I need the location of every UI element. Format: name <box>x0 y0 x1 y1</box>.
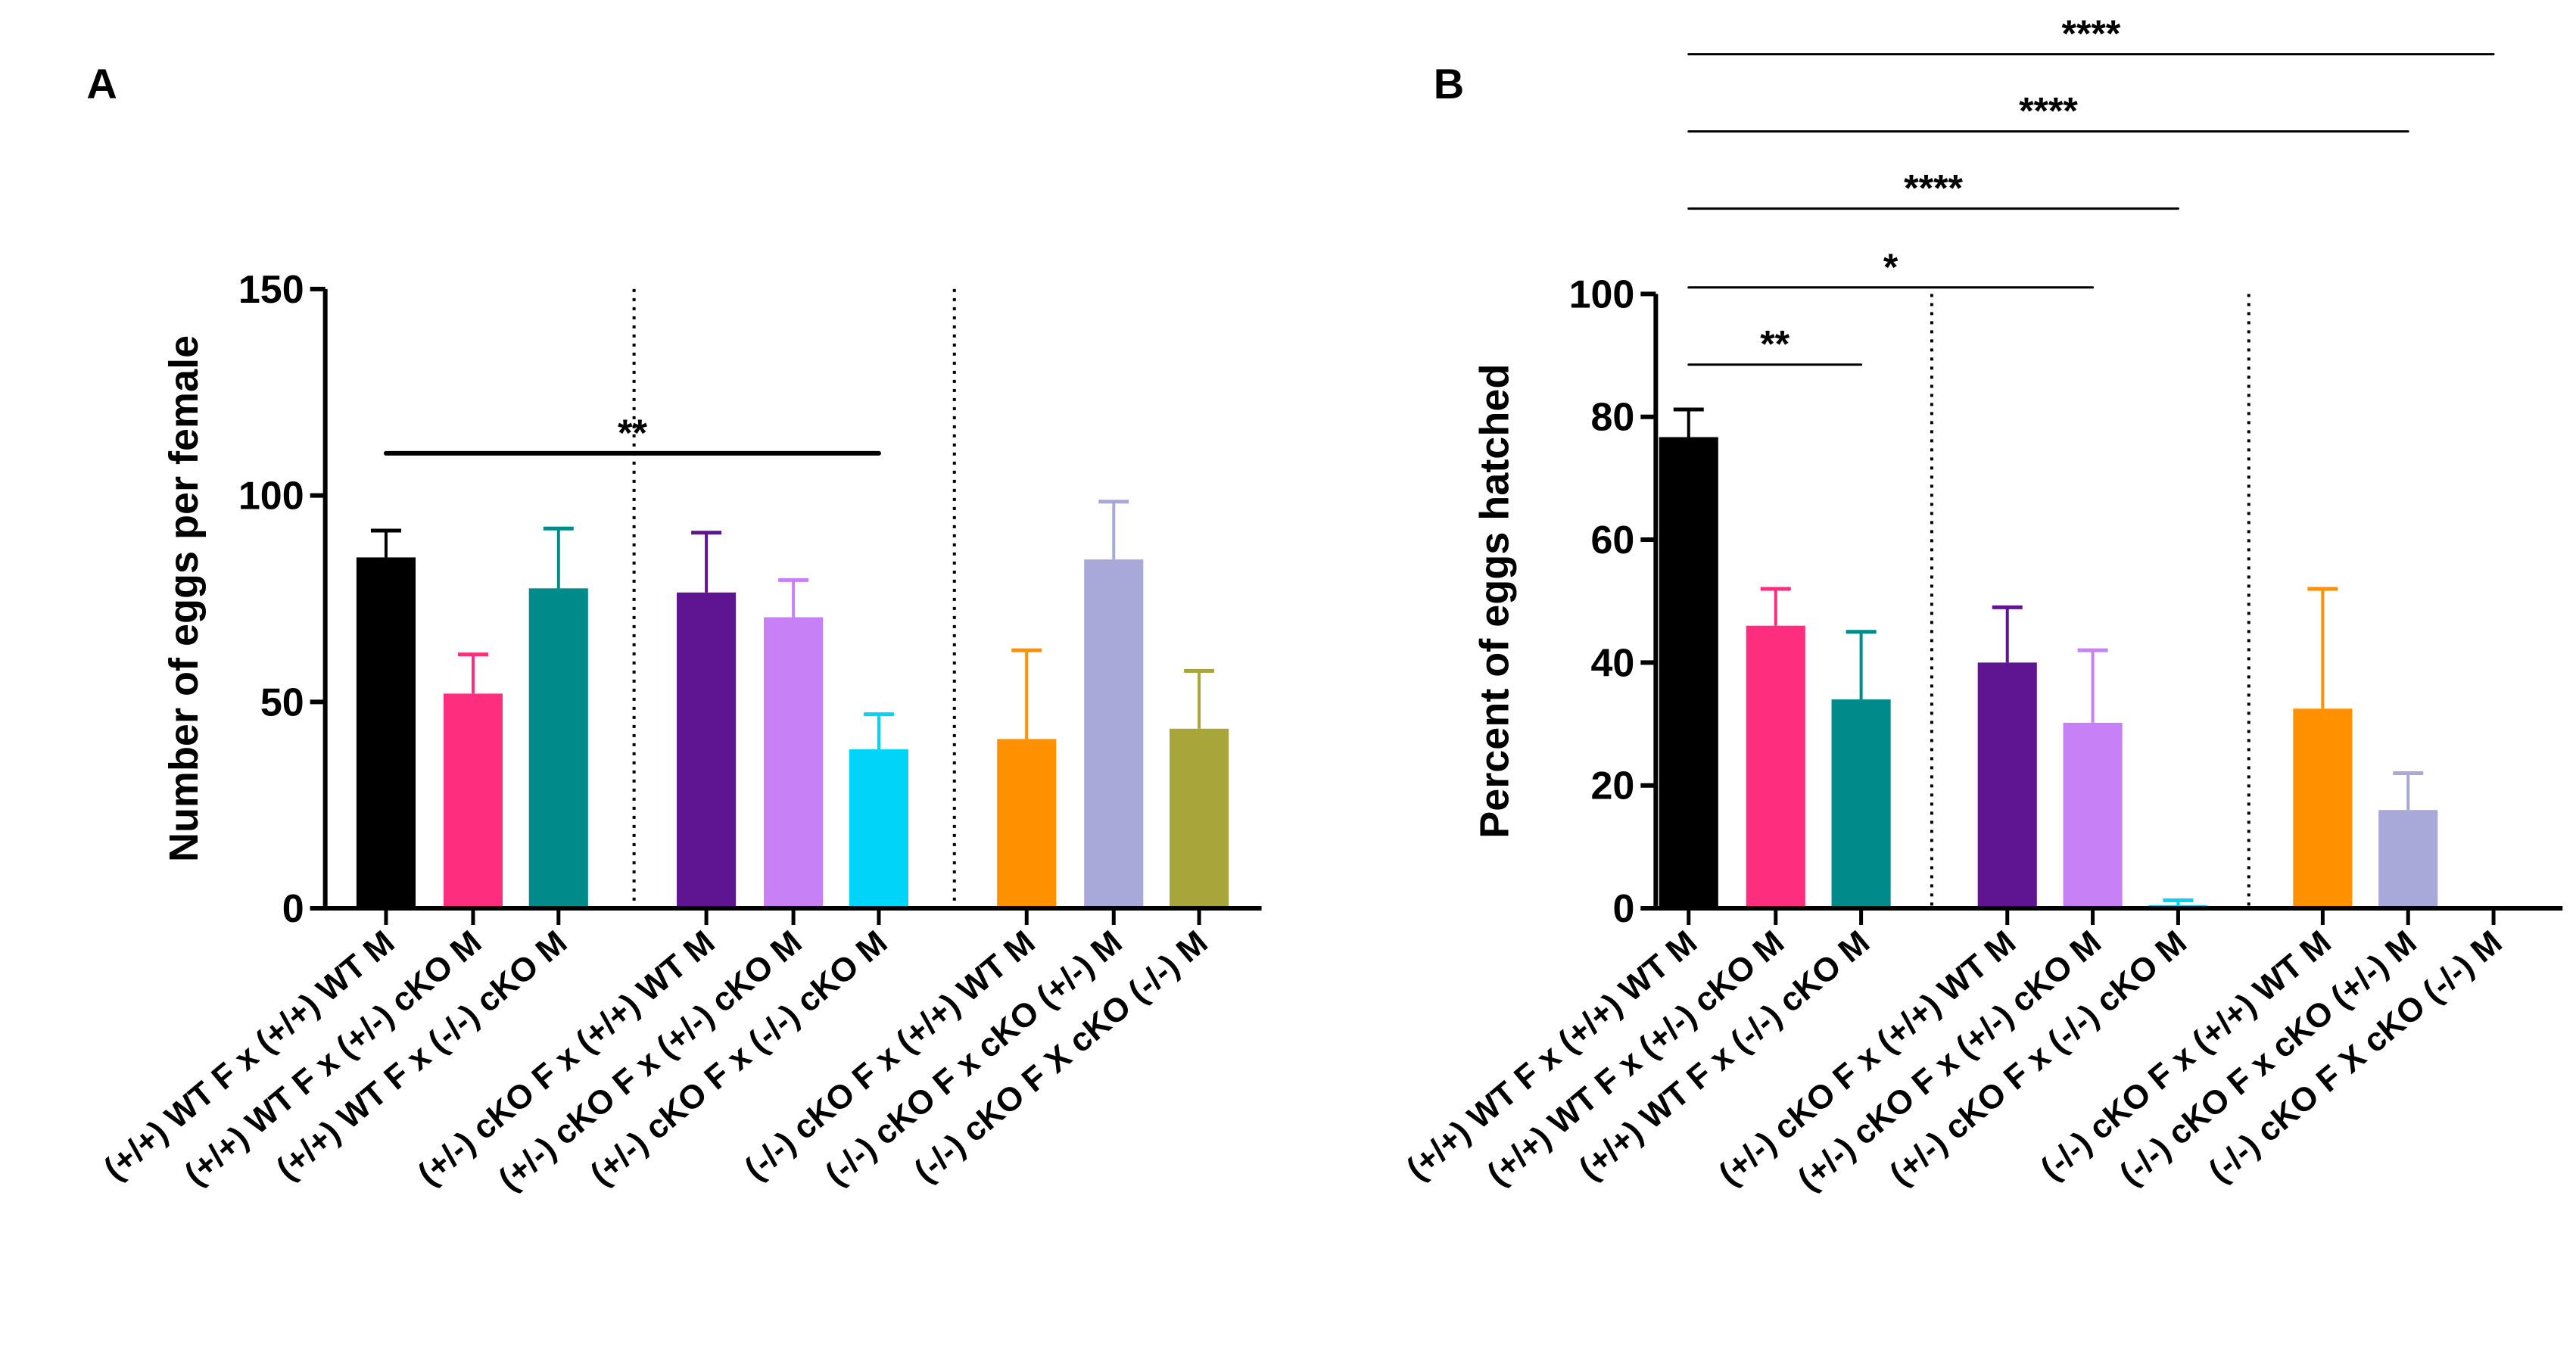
panel-b: B(+/+) WT F x (+/+) WT M(+/+) WT F x (+/… <box>1400 13 2563 1198</box>
significance-label: **** <box>1904 167 1963 210</box>
y-tick-label: 150 <box>238 268 304 312</box>
bar <box>1977 662 2037 909</box>
y-axis-label: Percent of eggs hatched <box>1472 364 1518 839</box>
y-tick-label: 0 <box>282 887 304 931</box>
bar <box>2293 708 2353 909</box>
significance-label: **** <box>2061 13 2120 55</box>
bar <box>1659 437 1718 909</box>
bar <box>677 592 737 909</box>
bar <box>2063 722 2123 909</box>
significance-label: ** <box>1760 323 1789 366</box>
y-tick-label: 60 <box>1591 518 1635 562</box>
bar <box>1170 728 1229 909</box>
y-tick-label: 100 <box>1569 272 1635 316</box>
bar <box>1831 699 1891 909</box>
bar <box>764 617 824 909</box>
bar <box>1746 625 1805 909</box>
significance-label: * <box>1883 246 1899 288</box>
panel-label: B <box>1434 60 1464 107</box>
y-tick-label: 80 <box>1591 396 1635 440</box>
panel-a: A(+/+) WT F x (+/+) WT M(+/+) WT F x (+/… <box>86 60 1262 1198</box>
bar <box>1084 559 1144 909</box>
significance-label: ** <box>618 412 647 454</box>
y-tick-label: 40 <box>1591 641 1635 685</box>
y-tick-label: 20 <box>1591 764 1635 808</box>
bar <box>356 557 416 909</box>
bar <box>443 693 503 909</box>
significance-label: **** <box>2019 90 2078 132</box>
bar <box>997 739 1057 909</box>
bar <box>528 588 588 909</box>
panel-label: A <box>86 60 117 107</box>
bar <box>2378 810 2438 909</box>
y-tick-label: 0 <box>1612 887 1634 931</box>
y-axis-label: Number of eggs per female <box>161 335 207 862</box>
bar <box>849 749 909 909</box>
y-tick-label: 50 <box>260 680 304 724</box>
y-tick-label: 100 <box>238 475 304 518</box>
